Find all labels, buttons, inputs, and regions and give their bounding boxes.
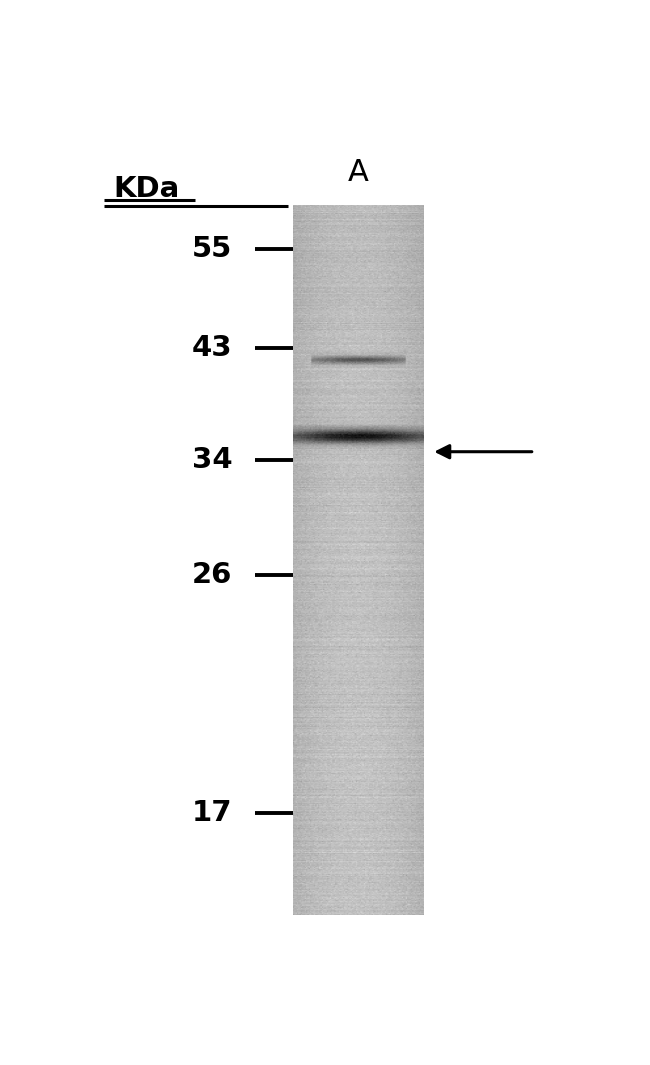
Text: A: A	[348, 159, 369, 187]
Text: 17: 17	[192, 799, 233, 826]
Text: KDa: KDa	[114, 176, 180, 203]
Text: 26: 26	[192, 561, 233, 589]
Text: 43: 43	[192, 333, 233, 362]
Text: 34: 34	[192, 446, 233, 474]
Text: 55: 55	[192, 235, 233, 263]
